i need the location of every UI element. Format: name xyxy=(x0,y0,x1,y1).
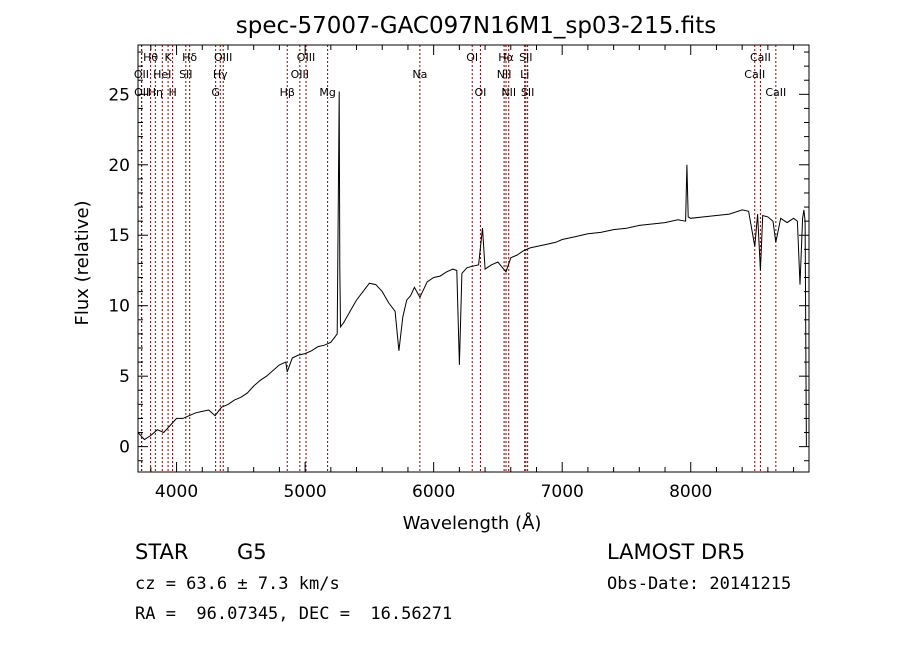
x-tick-label: 7000 xyxy=(541,482,584,502)
redshift-info: cz = 63.6 ± 7.3 km/s xyxy=(135,574,340,594)
spectral-line-label: OI xyxy=(466,51,478,64)
x-tick-label: 8000 xyxy=(669,482,712,502)
spectral-line-markers xyxy=(140,45,777,472)
spectral-line-label: NII xyxy=(497,68,512,81)
x-tick-label: 6000 xyxy=(412,482,455,502)
object-class: STAR xyxy=(135,540,189,564)
coordinates: RA = 96.07345, DEC = 16.56271 xyxy=(135,604,453,624)
plot-frame xyxy=(137,44,810,473)
obs-date: Obs-Date: 20141215 xyxy=(607,574,792,594)
spectrum-line xyxy=(137,91,807,447)
spectral-line-label: Hγ xyxy=(213,68,228,81)
spectral-line-label: SII xyxy=(519,51,532,64)
x-axis: 4000 5000 6000 7000 8000 xyxy=(150,45,795,502)
y-tick-label: 20 xyxy=(108,156,130,176)
y-tick-label: 0 xyxy=(119,438,130,458)
spectral-line-label: Hη xyxy=(148,86,163,99)
survey-name: LAMOST DR5 xyxy=(607,540,746,564)
spectral-line-label: Li xyxy=(520,68,529,81)
spectral-line-label: HeI xyxy=(153,68,171,81)
spectral-line-label: SII xyxy=(179,68,192,81)
y-tick-label: 25 xyxy=(108,85,130,105)
spectral-line-label: OII xyxy=(134,68,149,81)
spectral-line-label: Hδ xyxy=(182,51,197,64)
spectral-line-label: G xyxy=(211,86,220,99)
spectral-line-label: Hβ xyxy=(280,86,295,99)
y-tick-label: 5 xyxy=(119,367,130,387)
spectral-line-label: SII xyxy=(521,86,534,99)
spectral-line-label: OI xyxy=(474,86,486,99)
spectral-line-label: H xyxy=(168,86,176,99)
x-axis-label: Wavelength (Å) xyxy=(403,512,542,534)
spectral-line-label: Mg xyxy=(319,86,335,99)
spectral-line-label: Na xyxy=(412,68,427,81)
spectral-line-label: CaII xyxy=(765,86,786,99)
spectral-line-label: CaII xyxy=(744,68,765,81)
spectral-line-label: Hα xyxy=(498,51,514,64)
y-axis: 0 5 10 15 20 25 xyxy=(108,51,809,462)
spectral-line-label: OIII xyxy=(297,51,315,64)
y-axis-label: Flux (relative) xyxy=(72,200,93,325)
spectral-line-label: NII xyxy=(501,86,516,99)
spectral-line-label: OIII xyxy=(214,51,232,64)
object-subclass: G5 xyxy=(237,540,267,564)
chart-title: spec-57007-GAC097N16M1_sp03-215.fits xyxy=(236,13,716,39)
y-tick-label: 15 xyxy=(108,226,130,246)
x-tick-label: 4000 xyxy=(155,482,198,502)
spectral-line-label: CaII xyxy=(750,51,771,64)
spectral-line-label: OIII xyxy=(291,68,309,81)
x-tick-label: 5000 xyxy=(283,482,326,502)
spectral-line-label: K xyxy=(164,51,172,64)
y-tick-label: 10 xyxy=(108,297,130,317)
spectral-line-label: Hθ xyxy=(143,51,158,64)
